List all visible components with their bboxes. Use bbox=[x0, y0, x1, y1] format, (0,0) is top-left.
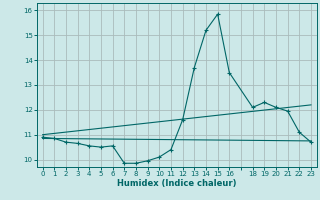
X-axis label: Humidex (Indice chaleur): Humidex (Indice chaleur) bbox=[117, 179, 236, 188]
